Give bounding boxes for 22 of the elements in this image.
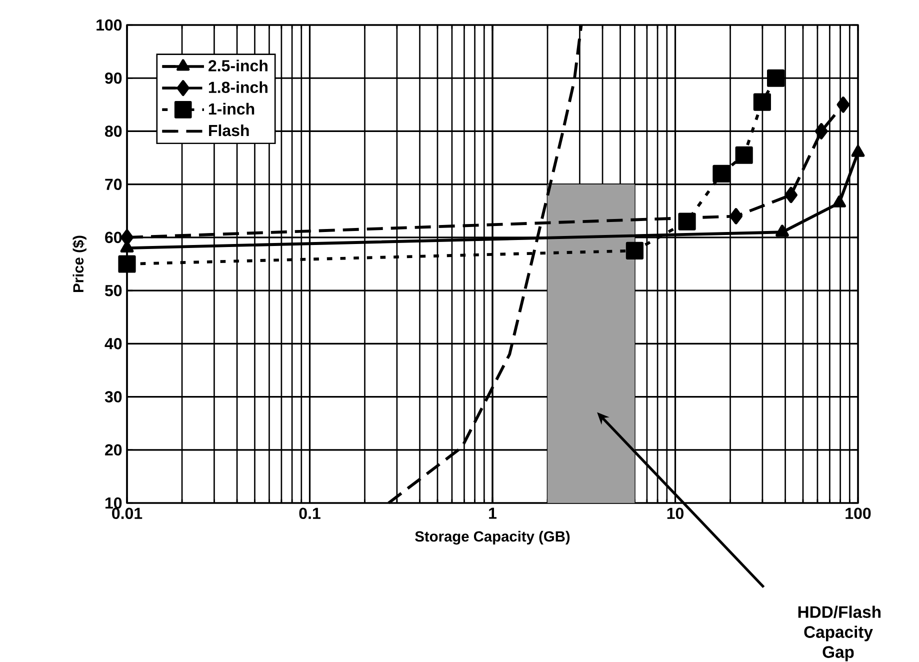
y-tick-label: 80 [105, 126, 122, 137]
x-tick-label: 0.1 [299, 508, 320, 520]
x-tick-label: 1 [489, 508, 497, 519]
y-axis-title: Price ($) [72, 236, 86, 292]
legend-label: 2.5-inch [208, 60, 268, 72]
y-tick-label: 20 [105, 444, 122, 456]
legend-label: 1.8-inch [208, 81, 268, 94]
x-tick-label: 10 [667, 508, 684, 520]
legend-label: Flash [209, 124, 249, 136]
y-tick-label: 10 [106, 497, 122, 509]
y-tick-label: 70 [105, 178, 122, 190]
y-tick-label: 60 [105, 232, 122, 244]
y-tick-label: 50 [105, 284, 122, 296]
y-tick-label: 100 [96, 19, 122, 31]
x-tick-label: 100 [846, 508, 871, 520]
y-tick-label: 30 [104, 391, 122, 402]
y-tick-label: 40 [104, 338, 122, 350]
legend-label: 1-inch [208, 102, 254, 115]
x-axis-title: Storage Capacity (GB) [415, 530, 570, 545]
x-tick-label: 0.01 [112, 508, 142, 520]
y-tick-label: 90 [105, 72, 122, 84]
text: HDD/Flash Capacity Gap [798, 606, 880, 662]
